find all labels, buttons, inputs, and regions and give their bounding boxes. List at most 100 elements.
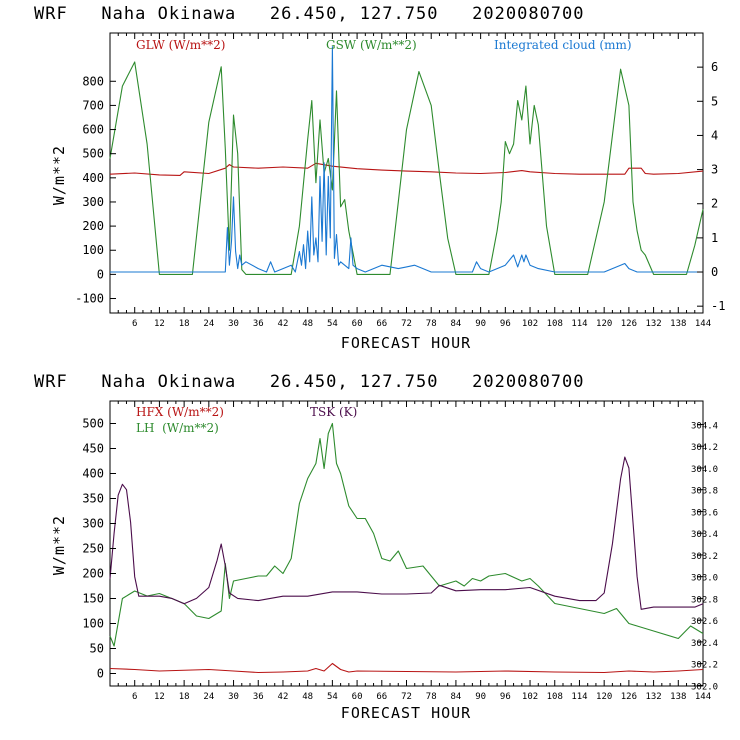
x-tick-label: 96 — [500, 319, 511, 329]
x-tick-label: 138 — [670, 692, 686, 702]
x-tick-label: 120 — [596, 692, 612, 702]
chart2-title: WRF Naha Okinawa 26.450, 127.750 2020080… — [34, 372, 585, 392]
y-tick-label: 200 — [82, 219, 104, 233]
series-line-0 — [109, 162, 704, 176]
x-tick-label: 30 — [228, 319, 239, 329]
y2-tick-label: 303.0 — [691, 574, 718, 584]
y-tick-label: 350 — [82, 492, 104, 506]
x-tick-label: 108 — [547, 692, 563, 702]
x-tick-label: 144 — [695, 319, 711, 329]
y2-tick-label: 6 — [711, 60, 718, 74]
x-tick-label: 138 — [670, 319, 686, 329]
y2-tick-label: 3 — [711, 163, 718, 177]
chart1-legend-gsw: GSW (W/m**2) — [326, 38, 417, 52]
chart1-title: WRF Naha Okinawa 26.450, 127.750 2020080… — [34, 4, 585, 24]
y-tick-label: 400 — [82, 171, 104, 185]
x-tick-label: 36 — [253, 319, 264, 329]
y2-tick-label: 304.2 — [691, 443, 718, 453]
y2-tick-label: -1 — [711, 299, 725, 313]
y-tick-label: 700 — [82, 98, 104, 112]
series-line-1 — [109, 61, 704, 275]
y-tick-label: 450 — [82, 442, 104, 456]
series-line-2 — [109, 456, 704, 610]
chart1-xlabel: FORECAST HOUR — [341, 334, 471, 352]
y2-tick-label: 302.6 — [691, 617, 718, 627]
x-tick-label: 84 — [450, 319, 461, 329]
x-tick-label: 24 — [203, 319, 214, 329]
x-tick-label: 60 — [352, 319, 363, 329]
y2-tick-label: 304.4 — [691, 421, 718, 431]
x-tick-label: 78 — [426, 319, 437, 329]
y2-tick-label: 302.0 — [691, 682, 718, 692]
y2-tick-label: 302.8 — [691, 595, 718, 605]
y-tick-label: 0 — [97, 667, 104, 681]
y-tick-label: 500 — [82, 417, 104, 431]
y-tick-label: 50 — [90, 642, 104, 656]
y-tick-label: 100 — [82, 617, 104, 631]
x-tick-label: 72 — [401, 319, 412, 329]
chart2-ylabel: W/m**2 — [50, 515, 68, 575]
x-tick-label: 48 — [302, 319, 313, 329]
x-tick-label: 132 — [645, 692, 661, 702]
chart2-legend-lh: LH (W/m**2) — [136, 421, 219, 435]
chart2-legend-tsk: TSK (K) — [310, 405, 357, 419]
y-tick-label: 400 — [82, 467, 104, 481]
x-tick-label: 102 — [522, 692, 538, 702]
y2-tick-label: 303.4 — [691, 530, 718, 540]
series-line-1 — [109, 422, 704, 647]
x-tick-label: 114 — [571, 319, 587, 329]
y2-tick-label: 303.6 — [691, 508, 718, 518]
x-tick-label: 132 — [645, 319, 661, 329]
x-tick-label: 102 — [522, 319, 538, 329]
y2-tick-label: 1 — [711, 231, 718, 245]
x-tick-label: 90 — [475, 319, 486, 329]
x-tick-label: 114 — [571, 692, 587, 702]
x-tick-label: 66 — [376, 692, 387, 702]
y-tick-label: 150 — [82, 592, 104, 606]
y2-tick-label: 5 — [711, 94, 718, 108]
y-tick-label: 300 — [82, 195, 104, 209]
y-tick-label: 300 — [82, 517, 104, 531]
y-tick-label: 600 — [82, 123, 104, 137]
y2-tick-label: 4 — [711, 128, 718, 142]
y-tick-label: 200 — [82, 567, 104, 581]
x-tick-label: 78 — [426, 692, 437, 702]
x-tick-label: 60 — [352, 692, 363, 702]
x-tick-label: 42 — [278, 319, 289, 329]
x-tick-label: 66 — [376, 319, 387, 329]
series-line-2 — [110, 46, 703, 273]
x-tick-label: 12 — [154, 692, 165, 702]
x-tick-label: 6 — [132, 692, 137, 702]
x-tick-label: 30 — [228, 692, 239, 702]
x-tick-label: 54 — [327, 319, 338, 329]
chart1-legend-glw: GLW (W/m**2) — [136, 38, 225, 52]
x-tick-label: 6 — [132, 319, 137, 329]
x-tick-label: 72 — [401, 692, 412, 702]
y-tick-label: 800 — [82, 74, 104, 88]
y-tick-label: 500 — [82, 147, 104, 161]
series-line-0 — [109, 662, 704, 674]
x-tick-label: 54 — [327, 692, 338, 702]
x-tick-label: 18 — [179, 319, 190, 329]
y-tick-label: 100 — [82, 243, 104, 257]
chart2-plot-frame — [109, 400, 704, 687]
x-tick-label: 126 — [621, 692, 637, 702]
chart2-legend-hfx: HFX (W/m**2) — [136, 405, 224, 419]
x-tick-label: 42 — [278, 692, 289, 702]
x-tick-label: 126 — [621, 319, 637, 329]
y2-tick-label: 303.2 — [691, 552, 718, 562]
chart1-ylabel: W/m**2 — [50, 145, 68, 205]
x-tick-label: 48 — [302, 692, 313, 702]
y2-tick-label: 2 — [711, 197, 718, 211]
y2-tick-label: 0 — [711, 265, 718, 279]
chart1-svg: 6 12 18 24 30 36 42 48 54 60 66 72 78 84 90 96 102 108 114… — [50, 32, 725, 352]
x-tick-label: 144 — [695, 692, 711, 702]
y-tick-label: -100 — [75, 292, 104, 306]
x-tick-label: 90 — [475, 692, 486, 702]
x-tick-label: 24 — [203, 692, 214, 702]
x-tick-label: 12 — [154, 319, 165, 329]
y2-tick-label: 303.8 — [691, 487, 718, 497]
chart2-svg: 6 12 18 24 30 36 42 48 54 60 66 72 78 84 90 96 102 108 114… — [50, 400, 718, 722]
y2-tick-label: 304.0 — [691, 465, 718, 475]
x-tick-label: 36 — [253, 692, 264, 702]
